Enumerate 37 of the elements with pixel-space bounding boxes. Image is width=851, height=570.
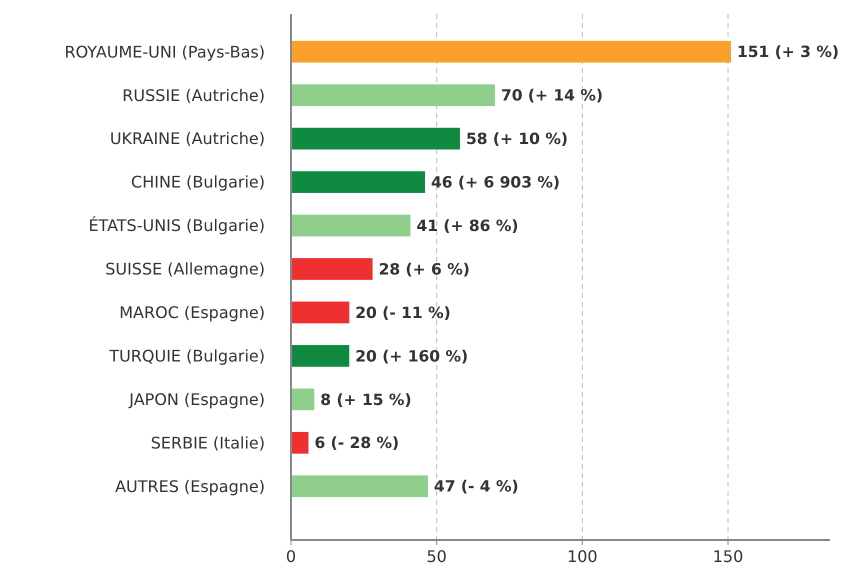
x-tick-label: 150 xyxy=(712,547,744,566)
data-label: 46 (+ 6 903 %) xyxy=(431,174,560,192)
bar xyxy=(291,214,410,236)
bar xyxy=(291,302,350,324)
bar xyxy=(291,432,308,454)
y-tick-label: SERBIE (Italie) xyxy=(150,433,265,452)
bar xyxy=(291,128,460,150)
data-label: 20 (+ 160 %) xyxy=(355,347,468,366)
y-tick-label: SUISSE (Allemagne) xyxy=(105,260,265,279)
y-tick-label: AUTRES (Espagne) xyxy=(115,476,265,496)
x-tick-label: 100 xyxy=(567,547,598,566)
y-tick-label: UKRAINE (Autriche) xyxy=(110,129,265,148)
data-label: 70 (+ 14 %) xyxy=(500,86,603,105)
bar xyxy=(291,258,373,280)
data-label: 6 (- 28 %) xyxy=(314,434,400,452)
bar xyxy=(291,388,314,410)
data-label: 151 (+ 3 %) xyxy=(736,43,839,62)
data-label: 28 (+ 6 %) xyxy=(378,260,470,278)
y-tick-label: MAROC (Espagne) xyxy=(119,303,265,322)
data-label: 41 (+ 86 %) xyxy=(416,216,518,235)
y-tick-label: TURQUIE (Bulgarie) xyxy=(108,346,265,366)
x-tick-label: 50 xyxy=(426,547,447,566)
bar xyxy=(291,171,426,193)
data-label: 58 (+ 10 %) xyxy=(466,130,568,148)
bar xyxy=(291,475,428,498)
bar xyxy=(291,84,495,106)
bar xyxy=(291,40,731,63)
x-tick-label: 0 xyxy=(286,547,296,566)
data-label: 8 (+ 15 %) xyxy=(320,390,412,409)
y-tick-label: ROYAUME-UNI (Pays-Bas) xyxy=(64,42,265,62)
data-label: 47 (- 4 %) xyxy=(434,478,519,496)
y-tick-label: ÉTATS-UNIS (Bulgarie) xyxy=(88,216,265,236)
y-tick-label: RUSSIE (Autriche) xyxy=(122,86,265,105)
y-tick-label: JAPON (Espagne) xyxy=(128,390,265,409)
y-tick-label: CHINE (Bulgarie) xyxy=(131,172,265,192)
bar xyxy=(291,345,350,367)
data-label: 20 (- 11 %) xyxy=(355,304,451,322)
